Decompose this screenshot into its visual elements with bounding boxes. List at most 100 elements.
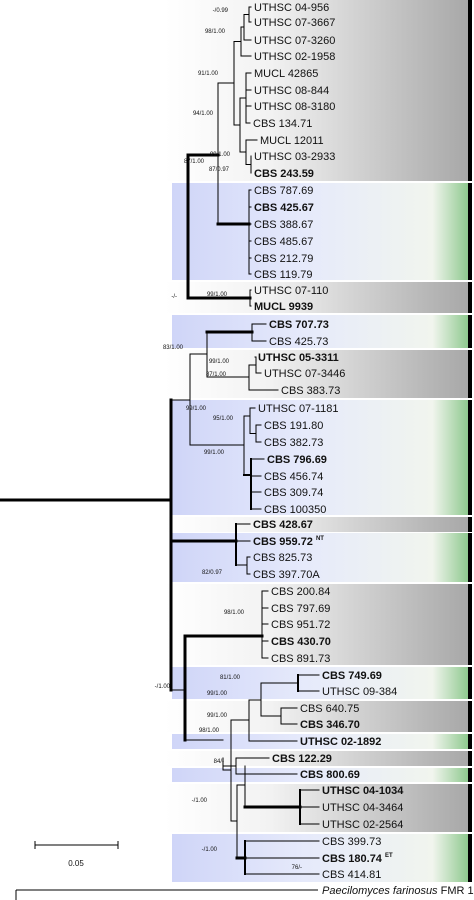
taxon-label: UTHSC 05-3311 <box>258 352 339 364</box>
support-value: -/1.00 <box>192 798 208 804</box>
outgroup-species: farinosus <box>393 885 441 897</box>
support-value: 94/1.00 <box>193 111 214 117</box>
clade-edge-bar-12 <box>468 751 472 766</box>
scale-bar: 0.05 <box>34 841 119 868</box>
type-status-superscript: NT <box>316 536 324 542</box>
taxon-label: CBS 797.69 <box>271 603 330 615</box>
taxon-label: UTHSC 07-3446 <box>264 368 345 380</box>
clade-edge-bar-11 <box>468 734 472 749</box>
taxon-label: CBS 309.74 <box>264 487 323 499</box>
outgroup-genus: Paecilomyces <box>322 885 393 897</box>
taxon-label: CBS 346.70 <box>300 719 360 731</box>
support-value: 99/1.00 <box>207 292 228 298</box>
taxon-label: UTHSC 07-1181 <box>258 403 339 415</box>
support-value: 95/1.00 <box>213 416 234 422</box>
taxon-label: UTHSC 02-1958 <box>254 51 335 63</box>
taxon-label: CBS 456.74 <box>264 471 323 483</box>
taxon-label: CBS 825.73 <box>253 552 312 564</box>
support-value: 99/1.00 <box>209 359 230 365</box>
clade-edge-bar-15 <box>468 834 472 882</box>
clade-band-gray-12 <box>165 751 468 766</box>
taxon-label: CBS 382.73 <box>264 437 323 449</box>
clade-edge-bar-3 <box>468 315 472 348</box>
clade-edge-bar-7 <box>468 533 472 582</box>
support-value: 99/1.00 <box>210 152 231 158</box>
support-value: 84/- <box>214 759 224 765</box>
support-value: 83/1.00 <box>163 345 184 351</box>
clade-band-gray-10 <box>165 701 468 732</box>
outgroup-label: Paecilomyces farinosus FMR 123 <box>322 885 474 897</box>
clade-band-gray-14 <box>165 784 468 832</box>
taxon-label: UTHSC 07-3260 <box>254 35 335 47</box>
taxon-label: CBS 485.67 <box>254 236 313 248</box>
taxon-label: CBS 800.69 <box>300 769 360 781</box>
clade-edge-bar-6 <box>468 517 472 532</box>
taxon-label: UTHSC 08-844 <box>254 85 329 97</box>
taxon-label: UTHSC 07-3667 <box>254 17 335 29</box>
taxon-label: CBS 397.70A <box>253 569 320 581</box>
clade-edge-bar-13 <box>468 768 472 782</box>
support-value: 99/1.00 <box>207 691 228 697</box>
support-value: 87/1.00 <box>184 159 205 165</box>
taxon-label: CBS 212.79 <box>254 253 313 265</box>
taxon-label: CBS 388.67 <box>254 219 313 231</box>
clade-band-blue-9 <box>172 667 468 699</box>
support-value: -/- <box>171 294 177 300</box>
support-value: 91/1.00 <box>198 71 219 77</box>
taxon-label: UTHSC 07-110 <box>254 285 328 297</box>
taxon-label: CBS 425.73 <box>269 336 328 348</box>
clade-edge-bar-9 <box>468 667 472 699</box>
clade-edge-bar-5 <box>468 400 472 515</box>
scale-bar-label: 0.05 <box>68 859 84 868</box>
taxon-label: CBS 243.59 <box>254 168 314 180</box>
taxon-label: CBS 430.70 <box>271 636 331 648</box>
taxon-label: CBS 191.80 <box>264 420 323 432</box>
taxon-label: UTHSC 04-3464 <box>322 802 403 814</box>
taxon-label: CBS 787.69 <box>254 185 313 197</box>
taxon-label: CBS 796.69 <box>267 454 327 466</box>
clade-bands <box>165 0 472 882</box>
clade-edge-bar-2 <box>468 282 472 313</box>
clade-edge-bar-1 <box>468 183 472 280</box>
clade-band-blue-5 <box>172 400 468 515</box>
clade-edge-bar-14 <box>468 784 472 832</box>
support-value: 99/1.00 <box>204 450 225 456</box>
outgroup-strain: FMR 123 <box>441 885 474 897</box>
taxon-label: CBS 959.72 <box>253 536 313 548</box>
taxon-label: UTHSC 02-1892 <box>300 736 381 748</box>
support-values: -/0.99 98/1.00 91/1.00 94/1.00 99/1.00 87/0.9… <box>155 8 302 871</box>
taxon-label: CBS 399.73 <box>322 836 381 848</box>
clade-band-gray-8 <box>165 584 468 665</box>
taxon-label: CBS 425.67 <box>254 202 314 214</box>
taxon-label: CBS 640.75 <box>300 703 359 715</box>
support-value: 81/1.00 <box>220 675 241 681</box>
clade-edge-bar-10 <box>468 701 472 732</box>
taxon-label: UTHSC 02-2564 <box>322 819 403 831</box>
taxon-label: CBS 200.84 <box>271 586 330 598</box>
taxon-label: CBS 100350 <box>264 504 326 516</box>
outgroup: Paecilomyces farinosus FMR 123 <box>15 885 474 900</box>
type-status-superscript: ET <box>385 853 393 859</box>
taxon-label: CBS 122.29 <box>272 753 332 765</box>
support-value: 87/1.00 <box>206 372 227 378</box>
taxon-label: UTHSC 03-2933 <box>254 151 335 163</box>
taxon-label: CBS 134.71 <box>253 118 312 130</box>
support-value: 99/1.00 <box>186 406 207 412</box>
clade-band-blue-15 <box>172 834 468 882</box>
taxon-label: CBS 383.73 <box>281 385 340 397</box>
taxon-label: UTHSC 08-3180 <box>254 101 335 113</box>
taxon-label: UTHSC 04-1034 <box>322 785 404 797</box>
taxon-label: MUCL 9939 <box>254 301 313 313</box>
clade-band-blue-1 <box>172 183 468 280</box>
taxon-label: CBS 414.81 <box>322 869 381 881</box>
clade-band-gray-0 <box>165 0 468 181</box>
tree-branches <box>0 6 320 875</box>
support-value: 82/0.97 <box>202 570 223 576</box>
support-value: 76/- <box>292 865 302 871</box>
clade-band-blue-13 <box>172 768 468 782</box>
support-value: 98/1.00 <box>205 29 226 35</box>
taxon-label: CBS 119.79 <box>254 269 313 281</box>
taxon-label: CBS 749.69 <box>322 670 382 682</box>
